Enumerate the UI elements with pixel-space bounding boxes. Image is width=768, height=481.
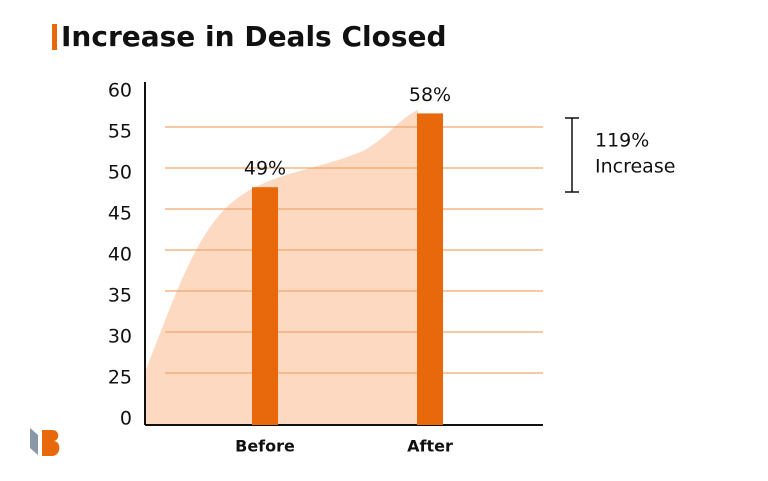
trend-area <box>145 110 418 425</box>
y-tick-label: 40 <box>108 244 132 266</box>
y-tick-label: 50 <box>108 162 132 184</box>
y-tick-label: 60 <box>108 80 132 102</box>
y-tick-label: 55 <box>108 121 132 143</box>
y-tick-label: 45 <box>108 203 132 225</box>
value-label: 49% <box>244 158 286 180</box>
y-tick-label: 35 <box>108 285 132 307</box>
bar <box>252 187 278 425</box>
value-label: 58% <box>409 84 451 106</box>
logo <box>30 428 60 456</box>
annotation: 119% <box>595 130 649 152</box>
y-tick-label: 30 <box>108 326 132 348</box>
y-tick-label: 0 <box>120 408 132 430</box>
x-tick-label: Before <box>235 437 295 456</box>
x-tick-label: After <box>407 437 453 456</box>
y-tick-label: 25 <box>108 367 132 389</box>
chart-title: Increase in Deals Closed <box>61 20 447 53</box>
bar <box>417 113 443 426</box>
title-accent <box>52 24 57 50</box>
annotation: Increase <box>595 156 675 178</box>
